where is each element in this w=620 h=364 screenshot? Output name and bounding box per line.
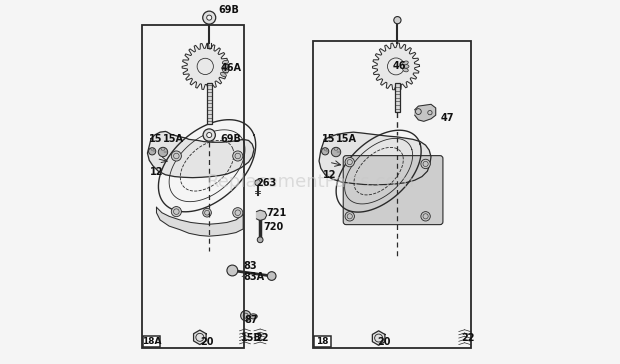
Text: 22: 22 — [462, 333, 475, 343]
Ellipse shape — [223, 69, 229, 72]
Text: 263: 263 — [257, 178, 277, 188]
Text: 47: 47 — [441, 113, 454, 123]
Circle shape — [203, 208, 211, 217]
Text: 83: 83 — [243, 261, 257, 271]
Polygon shape — [148, 131, 254, 178]
Circle shape — [394, 16, 401, 24]
FancyBboxPatch shape — [343, 156, 443, 225]
Text: 15B: 15B — [241, 333, 262, 343]
Text: 18: 18 — [316, 337, 329, 346]
Ellipse shape — [403, 68, 408, 72]
Circle shape — [255, 180, 260, 186]
Text: 15: 15 — [149, 134, 163, 145]
Ellipse shape — [221, 72, 226, 77]
Ellipse shape — [223, 64, 229, 68]
Text: 20: 20 — [200, 337, 214, 347]
Polygon shape — [373, 331, 385, 345]
Circle shape — [203, 11, 216, 24]
Text: 720: 720 — [264, 222, 284, 232]
Circle shape — [203, 129, 215, 141]
Circle shape — [322, 148, 329, 155]
Circle shape — [206, 15, 212, 20]
FancyBboxPatch shape — [314, 336, 330, 347]
FancyBboxPatch shape — [206, 83, 212, 124]
Circle shape — [345, 211, 355, 221]
Ellipse shape — [403, 64, 409, 68]
Polygon shape — [373, 43, 420, 90]
Text: 83A: 83A — [243, 272, 264, 282]
Text: 12: 12 — [150, 167, 164, 177]
FancyBboxPatch shape — [395, 83, 400, 111]
Text: 87: 87 — [244, 315, 258, 325]
Circle shape — [149, 148, 156, 155]
Circle shape — [257, 237, 263, 243]
Polygon shape — [319, 132, 431, 185]
Polygon shape — [415, 104, 436, 121]
Circle shape — [331, 147, 341, 157]
Text: ReplacementParts.com: ReplacementParts.com — [206, 173, 414, 191]
Text: 46: 46 — [392, 62, 406, 71]
Text: 46A: 46A — [221, 63, 242, 73]
Text: 15A: 15A — [162, 134, 184, 145]
Circle shape — [421, 211, 430, 221]
Circle shape — [232, 207, 243, 218]
Polygon shape — [257, 210, 267, 221]
Text: 22: 22 — [255, 333, 268, 343]
Text: 15A: 15A — [336, 134, 357, 145]
Text: 15: 15 — [322, 134, 336, 145]
Text: 69B: 69B — [221, 134, 242, 144]
Ellipse shape — [223, 60, 229, 64]
Circle shape — [241, 310, 250, 321]
Polygon shape — [182, 43, 228, 90]
Polygon shape — [156, 207, 243, 236]
Circle shape — [267, 272, 276, 280]
Text: 12: 12 — [323, 170, 337, 180]
Text: 69B: 69B — [218, 5, 239, 15]
Circle shape — [206, 132, 212, 138]
FancyBboxPatch shape — [143, 336, 160, 347]
Polygon shape — [193, 330, 206, 345]
Circle shape — [232, 151, 243, 161]
Text: 20: 20 — [377, 337, 391, 347]
Text: 721: 721 — [266, 208, 286, 218]
Ellipse shape — [249, 314, 257, 319]
Circle shape — [227, 265, 237, 276]
Text: 18A: 18A — [142, 337, 161, 346]
Circle shape — [158, 147, 167, 157]
Circle shape — [171, 151, 182, 161]
Circle shape — [345, 158, 355, 167]
Ellipse shape — [403, 61, 408, 65]
Circle shape — [171, 206, 182, 217]
Circle shape — [421, 159, 430, 169]
